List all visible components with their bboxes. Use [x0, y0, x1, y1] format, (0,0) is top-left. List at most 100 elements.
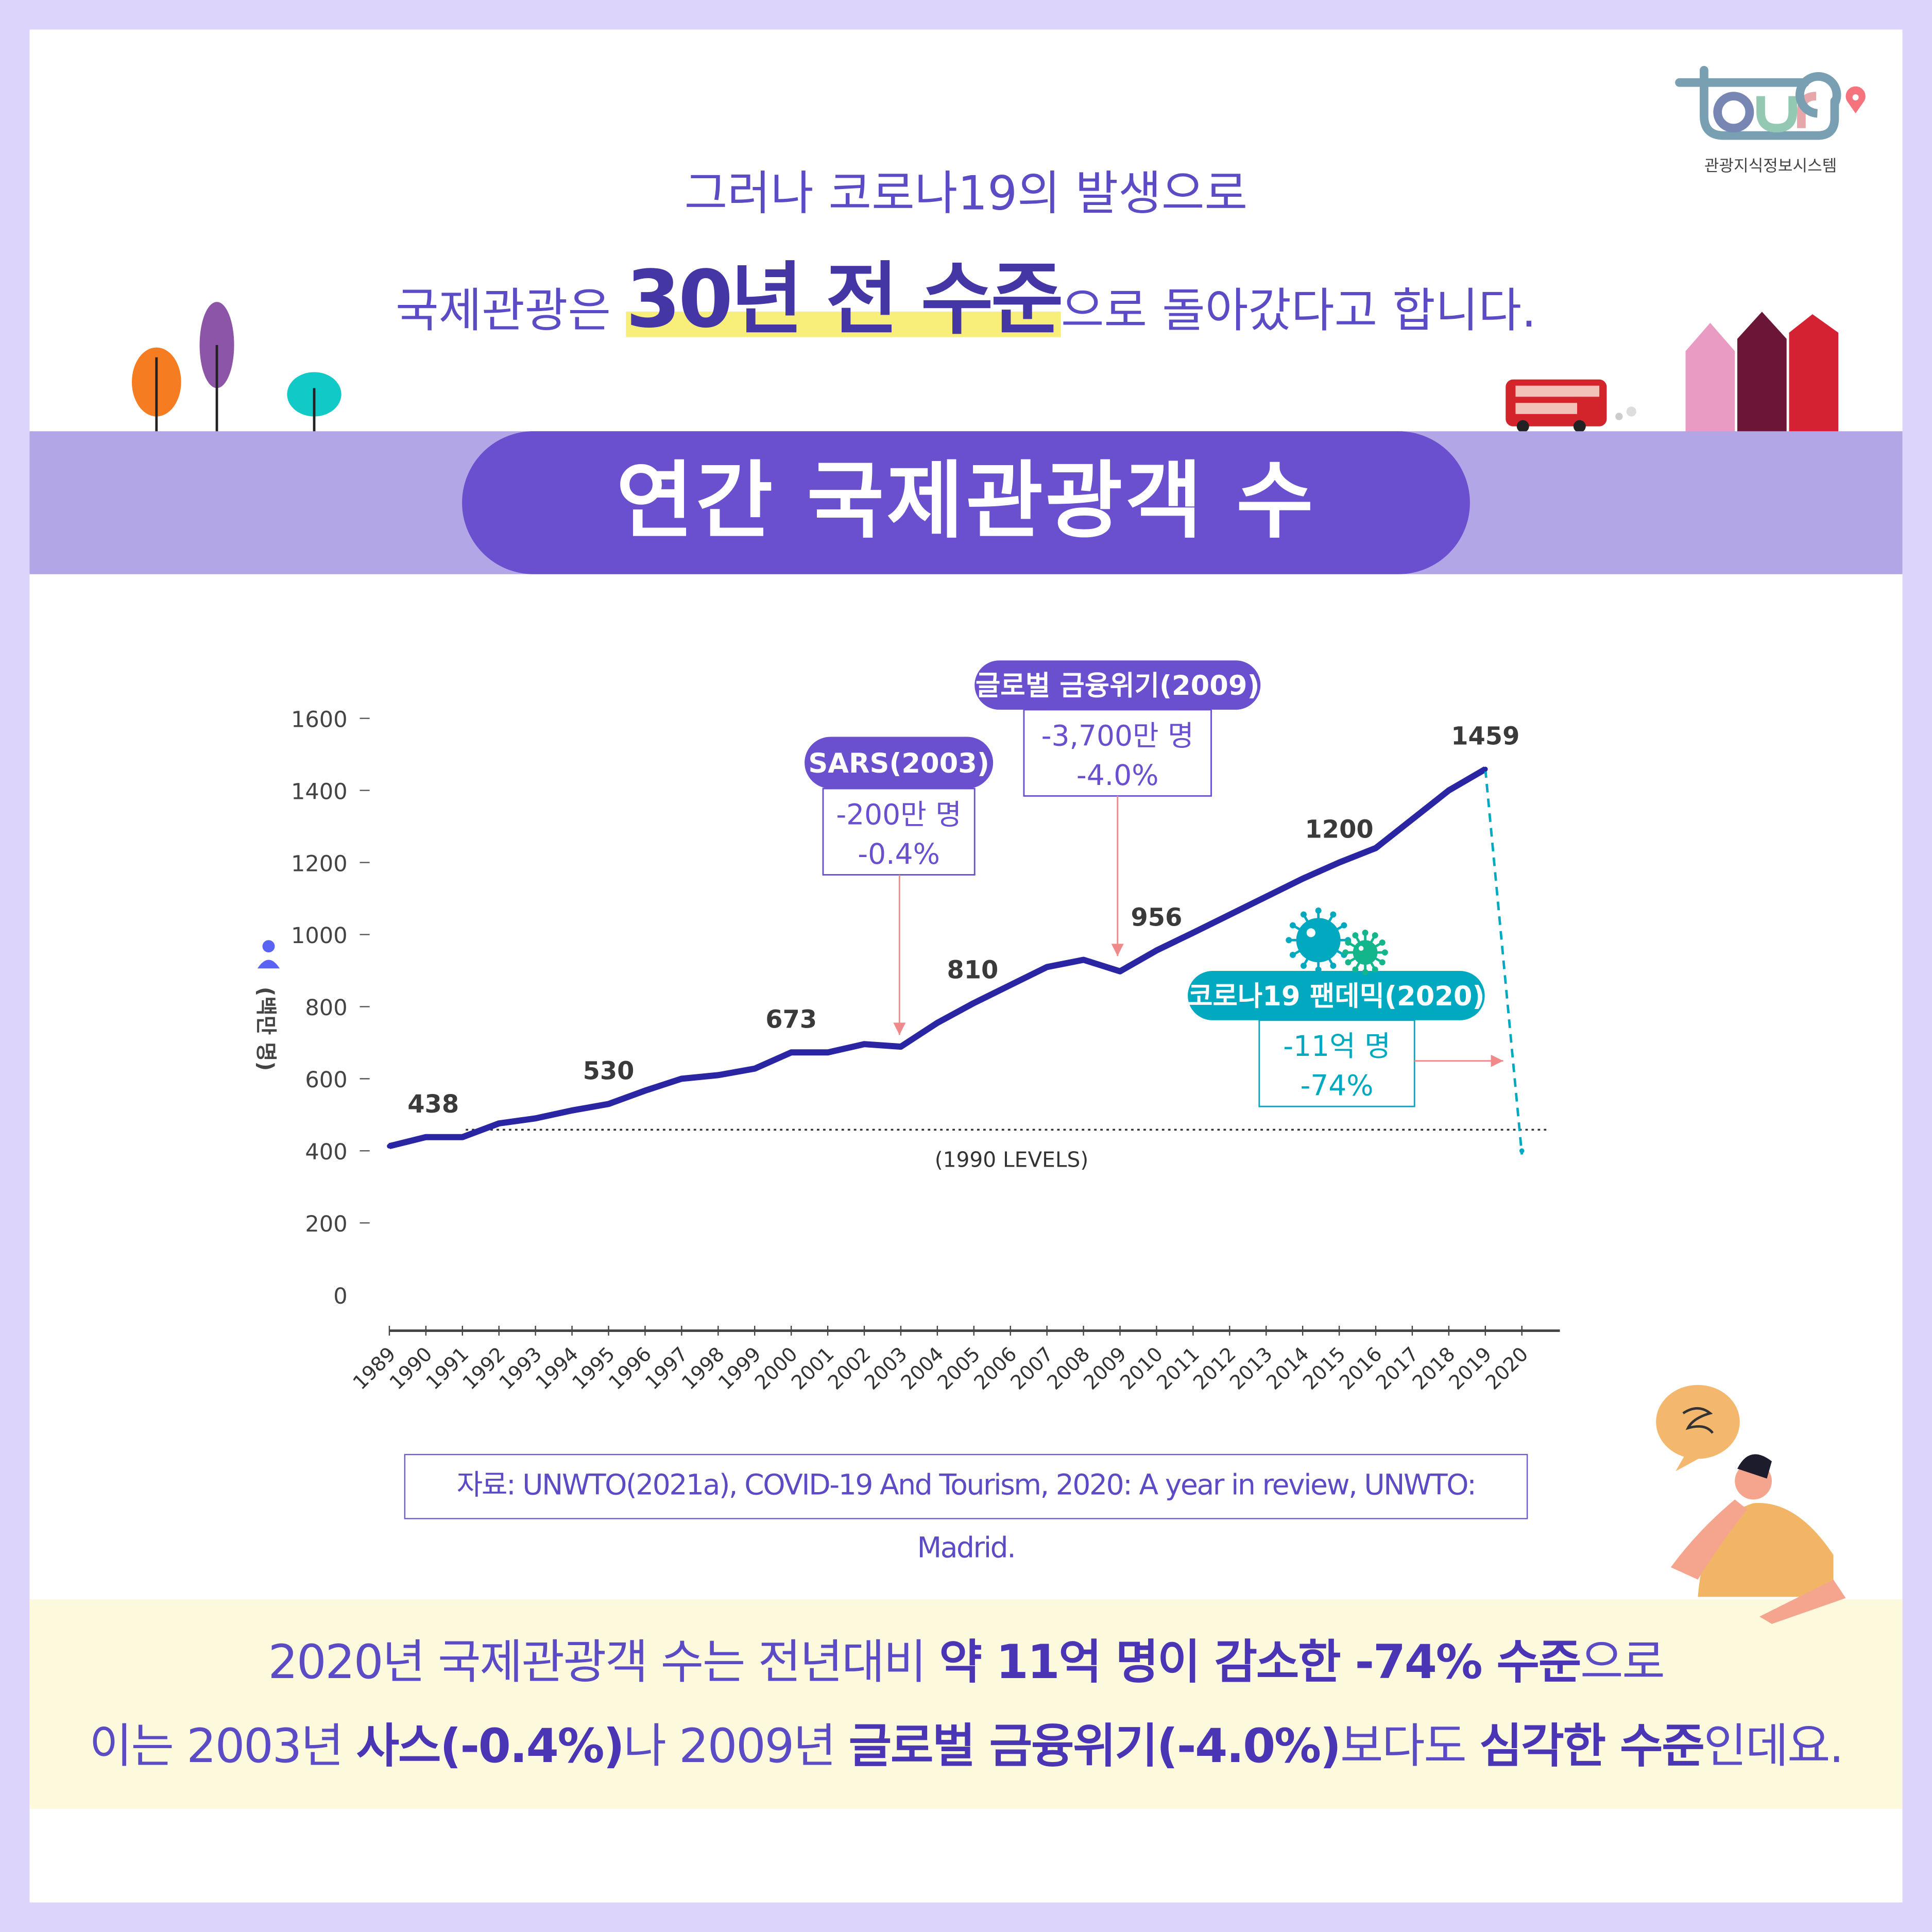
annotation-box	[1023, 709, 1212, 797]
x-tick-label: 1989	[349, 1343, 401, 1395]
data-label: 1459	[1451, 722, 1519, 750]
x-tick-label: 2009	[1079, 1343, 1131, 1395]
x-tick-label: 2002	[824, 1343, 876, 1395]
arrow-head	[893, 1022, 906, 1035]
summary-text: 보다도	[1340, 1719, 1480, 1773]
summary-text: 이는 2003년	[89, 1719, 356, 1773]
x-tick-label: 2014	[1262, 1343, 1314, 1395]
data-label: 530	[583, 1057, 635, 1086]
data-point	[1410, 816, 1415, 822]
y-tick-label: 1200	[291, 851, 348, 877]
annotation-value: -4.0%	[1076, 759, 1159, 792]
data-point	[1154, 948, 1159, 953]
data-point	[1190, 930, 1196, 935]
y-tick-label: 0	[333, 1284, 347, 1309]
x-tick-label: 1996	[604, 1343, 656, 1395]
annotation-value: -0.4%	[858, 837, 940, 870]
x-tick-label: 2015	[1298, 1343, 1350, 1395]
data-point	[533, 1116, 538, 1121]
bus-and-houses-illustration	[1506, 312, 1839, 433]
headline-pre: 국제관광은	[396, 283, 626, 338]
x-tick-label: 1991	[422, 1343, 474, 1395]
reference-line-label: (1990 LEVELS)	[935, 1147, 1088, 1172]
data-point	[1373, 845, 1378, 851]
projected-drop-line	[1484, 769, 1524, 1155]
y-tick-label: 600	[305, 1067, 347, 1093]
data-point	[789, 1050, 794, 1055]
y-axis-label: (백만 명)	[253, 987, 278, 1071]
data-point	[679, 1076, 685, 1082]
annotation-2020: 코로나19 팬데믹(2020) -11억 명 -74%	[1188, 971, 1503, 1107]
summary-text: 나 2009년	[623, 1719, 849, 1773]
annotation-title: 코로나19 팬데믹(2020)	[1188, 981, 1484, 1012]
person-icon-body	[257, 960, 280, 969]
data-point	[606, 1101, 611, 1107]
chart-title: 연간 국제관광객 수	[462, 431, 1470, 574]
x-tick-label: 1994	[531, 1343, 583, 1395]
data-point	[971, 1000, 977, 1006]
headline-line1: 그러나 코로나19의 발생으로	[684, 166, 1248, 221]
x-tick-label: 2018	[1408, 1343, 1460, 1395]
data-point	[1337, 860, 1342, 865]
y-tick-label: 1000	[291, 923, 348, 949]
x-tick-label: 1992	[458, 1343, 510, 1395]
source-citation: 자료: UNWTO(2021a), COVID-19 And Tourism, …	[404, 1454, 1528, 1565]
data-point	[752, 1066, 758, 1071]
virus-icon	[1342, 929, 1388, 976]
x-tick-label: 2011	[1152, 1343, 1204, 1395]
annotation-value: -200만 명	[836, 798, 962, 831]
trees-illustration	[131, 302, 341, 433]
data-label: 1200	[1305, 816, 1374, 844]
annotation-pill	[805, 737, 994, 789]
headline-line2: 국제관광은 30년 전 수준으로 돌아갔다고 합니다.	[0, 236, 1932, 350]
logo-subtitle: 관광지식정보시스템	[1704, 158, 1837, 177]
data-point	[898, 1044, 903, 1049]
headline-post: 으로 돌아갔다고 합니다.	[1061, 283, 1536, 338]
data-point	[1044, 964, 1050, 970]
y-tick-label: 1600	[291, 707, 348, 732]
data-point	[569, 1108, 575, 1113]
y-tick-label: 1400	[291, 779, 348, 805]
summary-band	[29, 1599, 1903, 1809]
summary-emphasis: 글로벌 금융위기(-4.0%)	[848, 1719, 1342, 1773]
summary-emphasis: 심각한 수준	[1479, 1719, 1705, 1773]
x-tick-label: 2012	[1189, 1343, 1241, 1395]
x-tick-label: 2005	[933, 1343, 985, 1395]
x-tick-label: 2010	[1116, 1343, 1168, 1395]
x-tick-label: 2020	[1481, 1343, 1533, 1395]
y-tick-label: 800	[305, 995, 347, 1021]
data-point	[1300, 876, 1305, 881]
annotation-value: -74%	[1300, 1069, 1373, 1102]
data-point	[1227, 912, 1233, 917]
annotation-title: SARS(2003)	[808, 748, 989, 779]
data-point	[1081, 957, 1086, 963]
data-point	[460, 1134, 465, 1140]
data-point	[496, 1121, 502, 1126]
annotation-2003: SARS(2003) -200만 명 -0.4%	[805, 737, 994, 1035]
x-tick-label: 2004	[897, 1343, 949, 1395]
summary-emphasis: 사스(-0.4%)	[356, 1719, 625, 1773]
data-point	[423, 1134, 429, 1140]
data-point	[1446, 788, 1451, 793]
y-tick-label: 200	[305, 1211, 347, 1237]
x-tick-label: 1999	[714, 1343, 766, 1395]
summary-emphasis: 약 11억 명이 감소한 -74% 수준	[939, 1635, 1581, 1689]
annotation-box	[822, 788, 976, 876]
data-point	[642, 1088, 648, 1093]
x-tick-label: 2008	[1042, 1343, 1095, 1395]
headline-emphasis: 30년 전 수준	[626, 255, 1064, 347]
data-point	[1483, 766, 1488, 772]
x-tick-label: 2013	[1225, 1343, 1277, 1395]
x-tick-label: 1995	[568, 1343, 620, 1395]
x-tick-label: 2001	[787, 1343, 839, 1395]
x-tick-label: 1998	[677, 1343, 729, 1395]
x-tick-label: 1997	[641, 1343, 693, 1395]
data-point	[1263, 894, 1269, 899]
x-tick-label: 2003	[860, 1343, 912, 1395]
data-point	[387, 1143, 392, 1149]
data-point	[935, 1020, 940, 1025]
tourg-logo	[1675, 65, 1866, 140]
annotation-box	[1258, 1019, 1415, 1107]
thinking-person-illustration	[1656, 1384, 1846, 1624]
